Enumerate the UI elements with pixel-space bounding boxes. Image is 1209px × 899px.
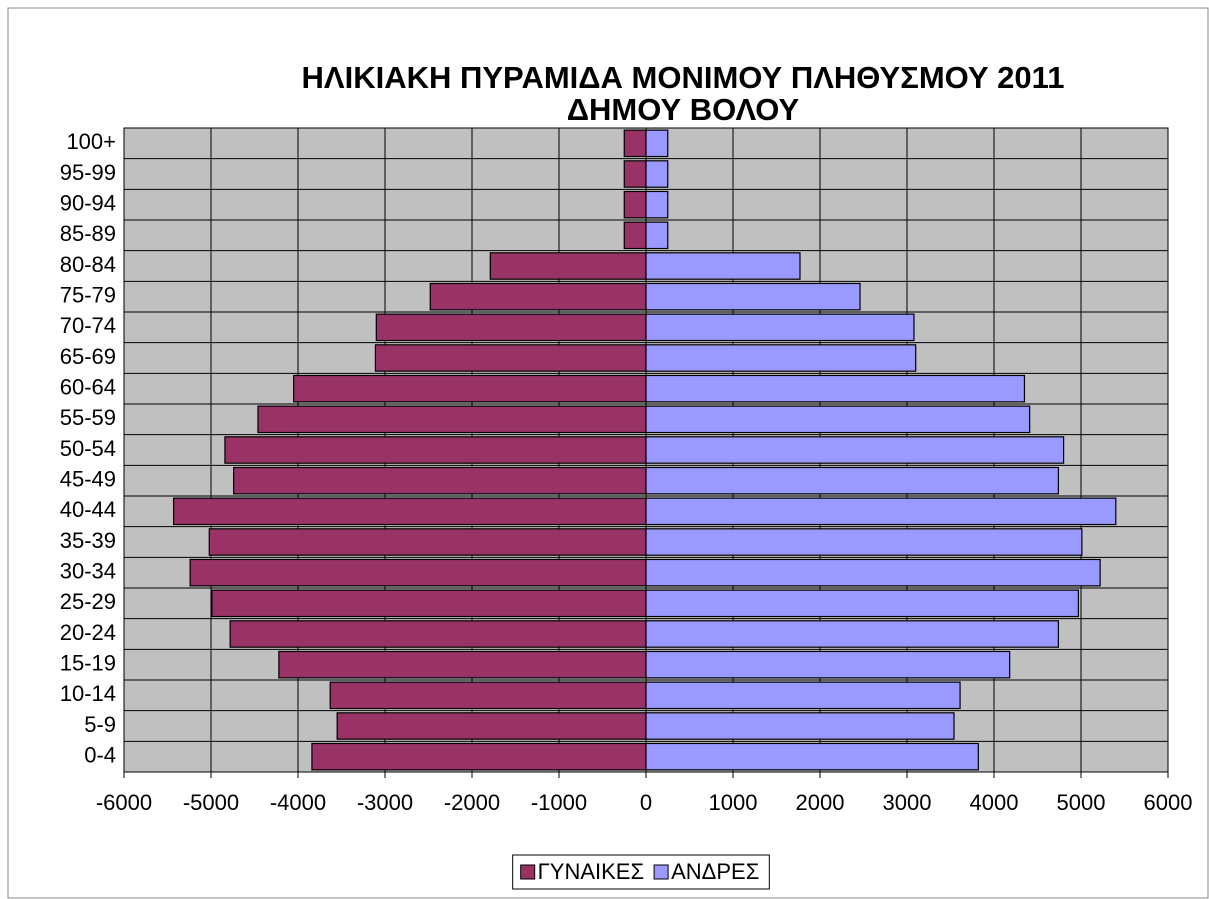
x-tick-label: 6000 bbox=[1144, 790, 1193, 815]
bar bbox=[645, 374, 1026, 403]
bar bbox=[375, 313, 647, 342]
chart-subtitle: ΔΗΜΟΥ ΒΟΛΟΥ bbox=[567, 92, 800, 127]
bar bbox=[224, 436, 647, 464]
y-tick-label: 75-79 bbox=[60, 282, 116, 307]
y-tick-label: 55-59 bbox=[60, 405, 116, 430]
x-tick-label: 4000 bbox=[970, 790, 1019, 815]
bar bbox=[645, 436, 1065, 464]
bar bbox=[645, 129, 669, 158]
x-tick-label: -4000 bbox=[270, 790, 326, 815]
bar bbox=[229, 620, 647, 648]
bar bbox=[645, 528, 1083, 556]
bar bbox=[233, 466, 647, 495]
x-tick-label: 2000 bbox=[796, 790, 845, 815]
y-tick-label: 25-29 bbox=[60, 589, 116, 614]
bar bbox=[172, 497, 647, 526]
bar bbox=[645, 190, 669, 219]
y-tick-label: 5-9 bbox=[84, 712, 116, 737]
bar bbox=[623, 190, 647, 219]
bar bbox=[311, 742, 647, 771]
bar bbox=[645, 466, 1059, 495]
bar bbox=[645, 589, 1079, 618]
x-tick-label: -5000 bbox=[183, 790, 239, 815]
bar bbox=[645, 252, 801, 280]
y-tick-label: 100+ bbox=[66, 129, 116, 154]
bar bbox=[329, 681, 647, 710]
bar bbox=[645, 405, 1031, 434]
chart-title: ΗΛΙΚΙΑΚΗ ΠΥΡΑΜΙΔΑ ΜΟΝΙΜΟΥ ΠΛΗΘΥΣΜΟΥ 2011 bbox=[302, 60, 1065, 95]
bar bbox=[645, 650, 1011, 679]
legend-label: ΑΝΔΡΕΣ bbox=[671, 859, 759, 884]
bar bbox=[211, 589, 647, 618]
y-tick-label: 60-64 bbox=[60, 374, 116, 399]
y-tick-label: 15-19 bbox=[60, 650, 116, 675]
bar bbox=[623, 160, 647, 188]
x-tick-label: 0 bbox=[640, 790, 652, 815]
bar bbox=[645, 221, 669, 250]
bar bbox=[645, 313, 915, 342]
bar bbox=[374, 344, 647, 372]
y-tick-label: 40-44 bbox=[60, 497, 116, 522]
bar bbox=[645, 344, 917, 372]
y-tick-label: 30-34 bbox=[60, 558, 116, 583]
y-tick-label: 80-84 bbox=[60, 252, 116, 277]
legend-swatch bbox=[653, 864, 669, 880]
bar bbox=[645, 497, 1117, 526]
legend bbox=[512, 854, 770, 890]
bar bbox=[645, 742, 979, 771]
x-tick-label: -2000 bbox=[444, 790, 500, 815]
bar bbox=[645, 681, 961, 710]
y-tick-label: 35-39 bbox=[60, 528, 116, 553]
legend-label: ΓΥΝΑΙΚΕΣ bbox=[538, 859, 644, 884]
y-tick-label: 10-14 bbox=[60, 681, 116, 706]
y-tick-label: 85-89 bbox=[60, 221, 116, 246]
y-tick-label: 0-4 bbox=[84, 742, 116, 767]
x-tick-label: 3000 bbox=[883, 790, 932, 815]
bar bbox=[645, 160, 669, 188]
x-tick-label: -3000 bbox=[357, 790, 413, 815]
x-tick-label: 1000 bbox=[709, 790, 758, 815]
y-tick-label: 45-49 bbox=[60, 466, 116, 491]
x-tick-label: 5000 bbox=[1057, 790, 1106, 815]
bar bbox=[257, 405, 647, 434]
bar bbox=[429, 282, 647, 311]
y-tick-label: 90-94 bbox=[60, 190, 116, 215]
bar bbox=[336, 712, 647, 740]
y-tick-label: 70-74 bbox=[60, 313, 116, 338]
bar bbox=[645, 558, 1101, 587]
bar bbox=[645, 282, 861, 311]
bar bbox=[293, 374, 647, 403]
bar bbox=[208, 528, 647, 556]
bar bbox=[623, 221, 647, 250]
legend-swatch bbox=[520, 864, 536, 880]
y-tick-label: 95-99 bbox=[60, 160, 116, 185]
bar bbox=[645, 620, 1059, 648]
y-tick-label: 50-54 bbox=[60, 436, 116, 461]
bar bbox=[645, 712, 955, 740]
x-tick-label: -6000 bbox=[96, 790, 152, 815]
bar bbox=[489, 252, 647, 280]
y-tick-label: 20-24 bbox=[60, 620, 116, 645]
y-tick-label: 65-69 bbox=[60, 344, 116, 369]
bar bbox=[189, 558, 647, 587]
bar bbox=[278, 650, 647, 679]
x-tick-label: -1000 bbox=[531, 790, 587, 815]
bar bbox=[623, 129, 647, 158]
